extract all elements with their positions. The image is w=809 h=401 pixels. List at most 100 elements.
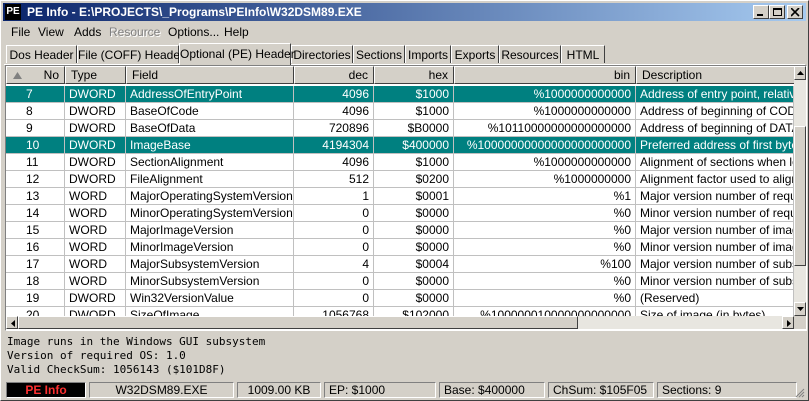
tab-file-coff-header[interactable]: File (COFF) Header xyxy=(77,45,184,63)
menu-options[interactable]: Options... xyxy=(168,25,220,39)
status-bar: PE Info W32DSM89.EXE 1009.00 KB EP: $100… xyxy=(3,381,806,399)
cell-bin: %0 xyxy=(454,239,636,256)
scroll-left-button[interactable] xyxy=(6,316,18,329)
minimize-icon xyxy=(757,14,763,16)
cell-no: 19 xyxy=(6,290,65,307)
table-row[interactable]: 7 DWORD AddressOfEntryPoint 4096 $1000 %10000… xyxy=(6,86,794,103)
cell-hex: $400000 xyxy=(374,137,454,154)
title-bar[interactable]: PE PE Info - E:\PROJECTS\_Programs\PEInf… xyxy=(3,3,806,21)
cell-dec: 0 xyxy=(294,273,374,290)
window-title: PE Info - E:\PROJECTS\_Programs\PEInfo\W… xyxy=(27,5,362,19)
info-panel: Image runs in the Windows GUI subsystem … xyxy=(7,335,797,377)
column-header-hex[interactable]: hex xyxy=(374,66,454,84)
minimize-button[interactable] xyxy=(753,5,769,19)
table-row[interactable]: 17 WORD MajorSubsystemVersion 4 $0004 %100 Maj… xyxy=(6,256,794,273)
cell-desc: Major version number of subsyste xyxy=(636,256,794,273)
cell-field: FileAlignment xyxy=(126,171,294,188)
cell-desc: Minor version number of required xyxy=(636,205,794,222)
cell-dec: 0 xyxy=(294,205,374,222)
cell-dec: 720896 xyxy=(294,120,374,137)
cell-type: WORD xyxy=(65,273,126,290)
tab-imports[interactable]: Imports xyxy=(405,45,451,63)
tab-page xyxy=(4,64,805,332)
table-row[interactable]: 18 WORD MinorSubsystemVersion 0 $0000 %0 Minor… xyxy=(6,273,794,290)
cell-hex: $0000 xyxy=(374,239,454,256)
cell-bin: %0 xyxy=(454,273,636,290)
menu-resource[interactable]: Resource xyxy=(109,25,161,39)
cell-bin: %100000010000000000000 xyxy=(454,307,636,316)
status-checksum: ChSum: $105F05 xyxy=(548,382,654,398)
cell-no: 12 xyxy=(6,171,65,188)
app-icon[interactable]: PE xyxy=(5,4,21,20)
table-row[interactable]: 20 DWORD SizeOfImage 1056768 $102000 %1000000… xyxy=(6,307,794,316)
cell-field: ImageBase xyxy=(126,137,294,154)
cell-desc: Preferred address of first byte of i xyxy=(636,137,794,154)
cell-bin: %1000000000000 xyxy=(454,86,636,103)
vertical-scrollbar[interactable] xyxy=(794,66,806,316)
close-icon xyxy=(791,8,800,17)
table-row[interactable]: 15 WORD MajorImageVersion 0 $0000 %0 Major ver… xyxy=(6,222,794,239)
table-row[interactable]: 14 WORD MinorOperatingSystemVersion 0 $0000%… xyxy=(6,205,794,222)
column-header-description[interactable]: Description xyxy=(636,66,806,84)
table-row[interactable]: 16 WORD MinorImageVersion 0 $0000 %0 Minor ver… xyxy=(6,239,794,256)
table-row[interactable]: 19 DWORD Win32VersionValue 0 $0000 %0 (Reserve… xyxy=(6,290,794,307)
status-image-base: Base: $400000 xyxy=(439,382,545,398)
cell-dec: 4096 xyxy=(294,103,374,120)
menu-view[interactable]: View xyxy=(38,25,64,39)
horizontal-scroll-thumb[interactable] xyxy=(18,316,578,329)
tab-exports[interactable]: Exports xyxy=(451,45,499,63)
cell-type: WORD xyxy=(65,239,126,256)
cell-type: DWORD xyxy=(65,120,126,137)
cell-dec: 512 xyxy=(294,171,374,188)
cell-type: WORD xyxy=(65,205,126,222)
table-row[interactable]: 11 DWORD SectionAlignment 4096 $1000 %1000000… xyxy=(6,154,794,171)
scroll-up-button[interactable] xyxy=(794,66,806,80)
cell-field: MajorSubsystemVersion xyxy=(126,256,294,273)
column-header-dec[interactable]: dec xyxy=(294,66,374,84)
column-header-no[interactable]: No xyxy=(6,66,65,84)
column-header-bin[interactable]: bin xyxy=(454,66,636,84)
scroll-down-button[interactable] xyxy=(794,302,806,316)
cell-bin: %10000000000000000000000 xyxy=(454,137,636,154)
cell-bin: %0 xyxy=(454,290,636,307)
tab-resources[interactable]: Resources xyxy=(499,45,561,63)
column-header-field[interactable]: Field xyxy=(126,66,294,84)
cell-field: MajorImageVersion xyxy=(126,222,294,239)
maximize-button[interactable] xyxy=(769,5,785,19)
cell-dec: 4096 xyxy=(294,154,374,171)
menu-adds[interactable]: Adds xyxy=(74,25,102,39)
table-row[interactable]: 10 DWORD ImageBase 4194304 $400000 %100000000… xyxy=(6,137,794,154)
cell-bin: %1000000000000 xyxy=(454,154,636,171)
menu-bar: File View Adds Resource Options... Help xyxy=(3,23,806,41)
cell-no: 18 xyxy=(6,273,65,290)
table-row[interactable]: 9 DWORD BaseOfData 720896 $B0000 %10110000000… xyxy=(6,120,794,137)
cell-field: BaseOfData xyxy=(126,120,294,137)
tab-directories[interactable]: Directories xyxy=(291,45,353,63)
cell-hex: $1000 xyxy=(374,86,454,103)
cell-field: BaseOfCode xyxy=(126,103,294,120)
cell-dec: 0 xyxy=(294,290,374,307)
cell-no: 8 xyxy=(6,103,65,120)
cell-type: WORD xyxy=(65,188,126,205)
tab-dos-header[interactable]: Dos Header xyxy=(6,45,77,63)
column-header-type[interactable]: Type xyxy=(65,66,126,84)
info-line: Version of required OS: 1.0 xyxy=(7,349,186,362)
horizontal-scrollbar[interactable] xyxy=(6,316,794,329)
menu-help[interactable]: Help xyxy=(224,25,249,39)
cell-type: DWORD xyxy=(65,307,126,316)
scroll-right-button[interactable] xyxy=(782,316,794,329)
tab-sections[interactable]: Sections xyxy=(353,45,405,63)
table-row[interactable]: 13 WORD MajorOperatingSystemVersion 1 $0001%… xyxy=(6,188,794,205)
vertical-scroll-thumb[interactable] xyxy=(794,126,806,266)
cell-dec: 4096 xyxy=(294,86,374,103)
cell-field: MinorSubsystemVersion xyxy=(126,273,294,290)
menu-file[interactable]: File xyxy=(11,25,31,39)
tab-optional-pe-header[interactable]: Optional (PE) Header xyxy=(179,43,295,65)
close-button[interactable] xyxy=(787,5,803,19)
table-row[interactable]: 12 DWORD FileAlignment 512 $0200 %1000000000 A… xyxy=(6,171,794,188)
cell-desc: Minor version number of image xyxy=(636,239,794,256)
tab-html[interactable]: HTML xyxy=(561,45,605,63)
table-row[interactable]: 8 DWORD BaseOfCode 4096 $1000 %1000000000000 A… xyxy=(6,103,794,120)
resize-grip-icon[interactable] xyxy=(795,388,805,398)
